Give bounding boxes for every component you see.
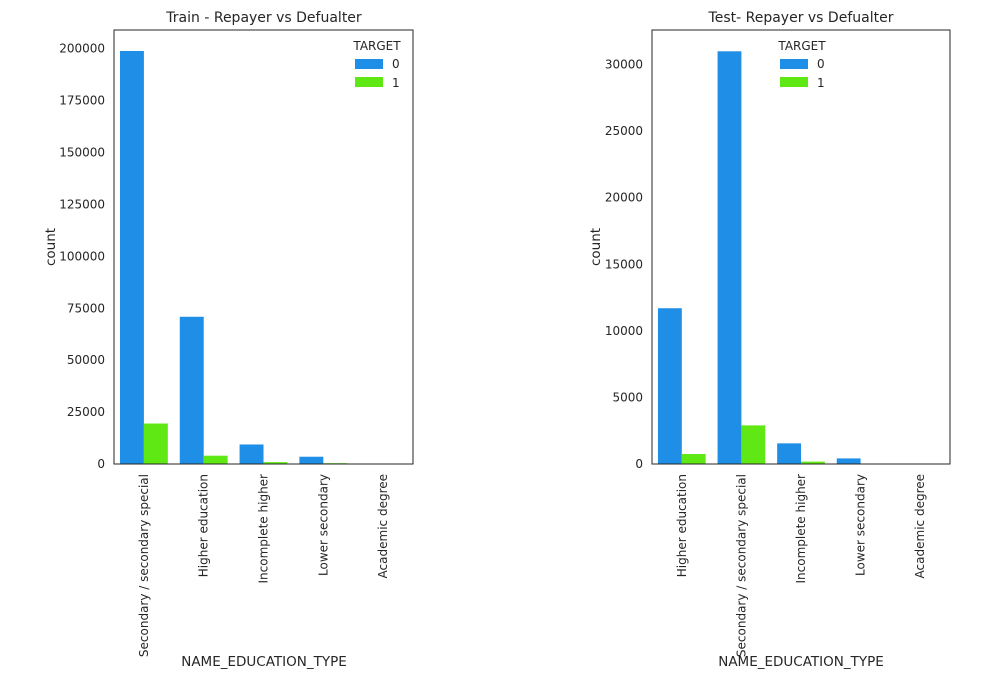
x-tick-label: Academic degree — [913, 474, 927, 578]
legend-swatch-series-1 — [780, 77, 808, 87]
bar-0-secondary-secondary-special — [120, 51, 144, 464]
x-tick-label: Academic degree — [376, 474, 390, 578]
bar-1-higher-education — [682, 454, 706, 464]
y-ticks-group: 0 5000 10000 15000 20000 25000 30000 — [605, 58, 643, 471]
x-tick-label: Incomplete higher — [794, 474, 808, 584]
legend: TARGET 0 1 — [352, 39, 401, 90]
bar-0-higher-education — [180, 317, 204, 464]
y-tick-label: 75000 — [67, 301, 105, 315]
x-tick-label: Lower secondary — [854, 474, 868, 576]
x-tick-label: Lower secondary — [316, 474, 330, 576]
bar-1-secondary-secondary-special — [144, 424, 168, 464]
bars-group — [658, 51, 944, 464]
x-tick-label: Secondary / secondary special — [734, 474, 748, 657]
bar-0-higher-education — [658, 308, 682, 464]
x-tick-label: Higher education — [197, 474, 211, 577]
bar-0-lower-secondary — [299, 457, 323, 464]
y-axis-label: count — [43, 228, 59, 266]
y-tick-label: 15000 — [605, 257, 643, 271]
legend-label-series-0: 0 — [392, 57, 400, 71]
x-tick-label: Secondary / secondary special — [137, 474, 151, 657]
y-tick-label: 50000 — [67, 353, 105, 367]
bar-0-incomplete-higher — [777, 443, 801, 464]
x-tick-label: Incomplete higher — [257, 474, 271, 584]
test-chart-panel: Test- Repayer vs Defualter count NAME_ED… — [588, 10, 950, 670]
bar-1-higher-education — [204, 456, 228, 464]
legend-label-series-0: 0 — [817, 57, 825, 71]
plot-frame — [652, 30, 950, 464]
y-tick-label: 10000 — [605, 324, 643, 338]
y-tick-label: 20000 — [605, 191, 643, 205]
y-tick-label: 0 — [635, 457, 643, 471]
y-tick-label: 200000 — [59, 42, 105, 56]
y-tick-label: 0 — [97, 457, 105, 471]
plot-frame — [114, 30, 413, 464]
x-tick-label: Higher education — [675, 474, 689, 577]
y-ticks-group: 0 25000 50000 75000 100000 125000 150000 175000… — [59, 42, 105, 471]
x-ticks-group: Secondary / secondary special Higher educ… — [137, 474, 390, 657]
chart-title: Test- Repayer vs Defualter — [708, 10, 894, 26]
bar-0-lower-secondary — [837, 458, 861, 464]
bar-0-secondary-secondary-special — [718, 51, 742, 464]
legend-swatch-series-0 — [780, 59, 808, 69]
legend: TARGET 0 1 — [777, 39, 826, 90]
chart-title: Train - Repayer vs Defualter — [165, 10, 362, 26]
y-tick-label: 25000 — [67, 405, 105, 419]
y-tick-label: 25000 — [605, 124, 643, 138]
y-tick-label: 150000 — [59, 146, 105, 160]
bar-1-secondary-secondary-special — [741, 425, 765, 464]
legend-label-series-1: 1 — [392, 76, 400, 90]
y-tick-label: 125000 — [59, 197, 105, 211]
y-tick-label: 100000 — [59, 249, 105, 263]
legend-title: TARGET — [777, 39, 826, 53]
x-ticks-group: Higher education Secondary / secondary sp… — [675, 474, 927, 657]
y-tick-label: 175000 — [59, 94, 105, 108]
y-tick-label: 5000 — [612, 390, 643, 404]
x-axis-label: NAME_EDUCATION_TYPE — [181, 654, 347, 670]
bars-group — [120, 51, 407, 464]
y-tick-label: 30000 — [605, 58, 643, 72]
legend-title: TARGET — [352, 39, 401, 53]
legend-label-series-1: 1 — [817, 76, 825, 90]
bar-0-incomplete-higher — [240, 444, 264, 464]
y-axis-label: count — [588, 228, 604, 266]
legend-swatch-series-1 — [355, 77, 383, 87]
legend-swatch-series-0 — [355, 59, 383, 69]
train-chart-panel: Train - Repayer vs Defualter count NAME_… — [43, 10, 413, 670]
